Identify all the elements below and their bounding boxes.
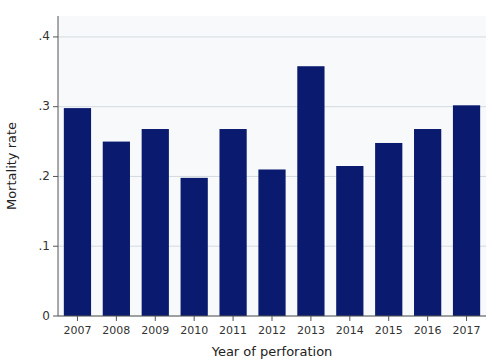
x-tick [310, 316, 311, 321]
x-tick-label: 2017 [453, 324, 481, 337]
x-tick [116, 316, 117, 321]
x-tick-label: 2011 [219, 324, 247, 337]
x-tick-label: 2016 [414, 324, 442, 337]
y-tick-label: 0 [42, 309, 50, 323]
x-tick [388, 316, 389, 321]
x-tick [194, 316, 195, 321]
bar [336, 166, 363, 316]
x-tick-label: 2013 [297, 324, 325, 337]
chart-container: 0 .1 .2 .3 .4 2007 2008 2009 2010 2011 2012 2013 201… [0, 0, 500, 364]
grid-line [58, 106, 486, 107]
x-tick-label: 2014 [336, 324, 364, 337]
bar [103, 142, 130, 316]
bar [142, 129, 169, 316]
bar [64, 108, 91, 316]
y-tick [53, 176, 58, 177]
y-tick-label: .1 [39, 239, 50, 253]
x-axis-label: Year of perforation [211, 344, 333, 359]
x-tick [155, 316, 156, 321]
y-tick-label: .2 [39, 169, 50, 183]
x-tick [349, 316, 350, 321]
x-tick [77, 316, 78, 321]
bars [64, 66, 480, 316]
y-tick [53, 36, 58, 37]
bar [375, 143, 402, 316]
bar [453, 105, 480, 316]
plot-background [58, 16, 486, 316]
bar [181, 178, 208, 316]
x-tick-label: 2009 [141, 324, 169, 337]
y-tick [53, 246, 58, 247]
bar [258, 169, 285, 316]
x-tick [466, 316, 467, 321]
y-axis-line [58, 16, 59, 316]
x-axis: 2007 2008 2009 2010 2011 2012 2013 2014 2015 2016… [63, 316, 480, 337]
bar [219, 129, 246, 316]
chart: 0 .1 .2 .3 .4 2007 2008 2009 2010 2011 2012 2013 201… [0, 0, 500, 364]
x-tick [427, 316, 428, 321]
y-tick [53, 106, 58, 107]
x-tick-label: 2007 [63, 324, 91, 337]
x-tick-label: 2008 [102, 324, 130, 337]
y-axis: 0 .1 .2 .3 .4 [39, 29, 486, 322]
y-tick-label: .3 [39, 99, 50, 113]
x-tick-label: 2010 [180, 324, 208, 337]
y-tick-label: .4 [39, 29, 50, 43]
y-axis-label: Mortality rate [4, 122, 19, 210]
grid-line [58, 36, 486, 37]
bar [297, 66, 324, 316]
x-tick-label: 2015 [375, 324, 403, 337]
x-tick [233, 316, 234, 321]
y-tick [53, 316, 58, 317]
x-tick-label: 2012 [258, 324, 286, 337]
bar [414, 129, 441, 316]
x-tick [272, 316, 273, 321]
